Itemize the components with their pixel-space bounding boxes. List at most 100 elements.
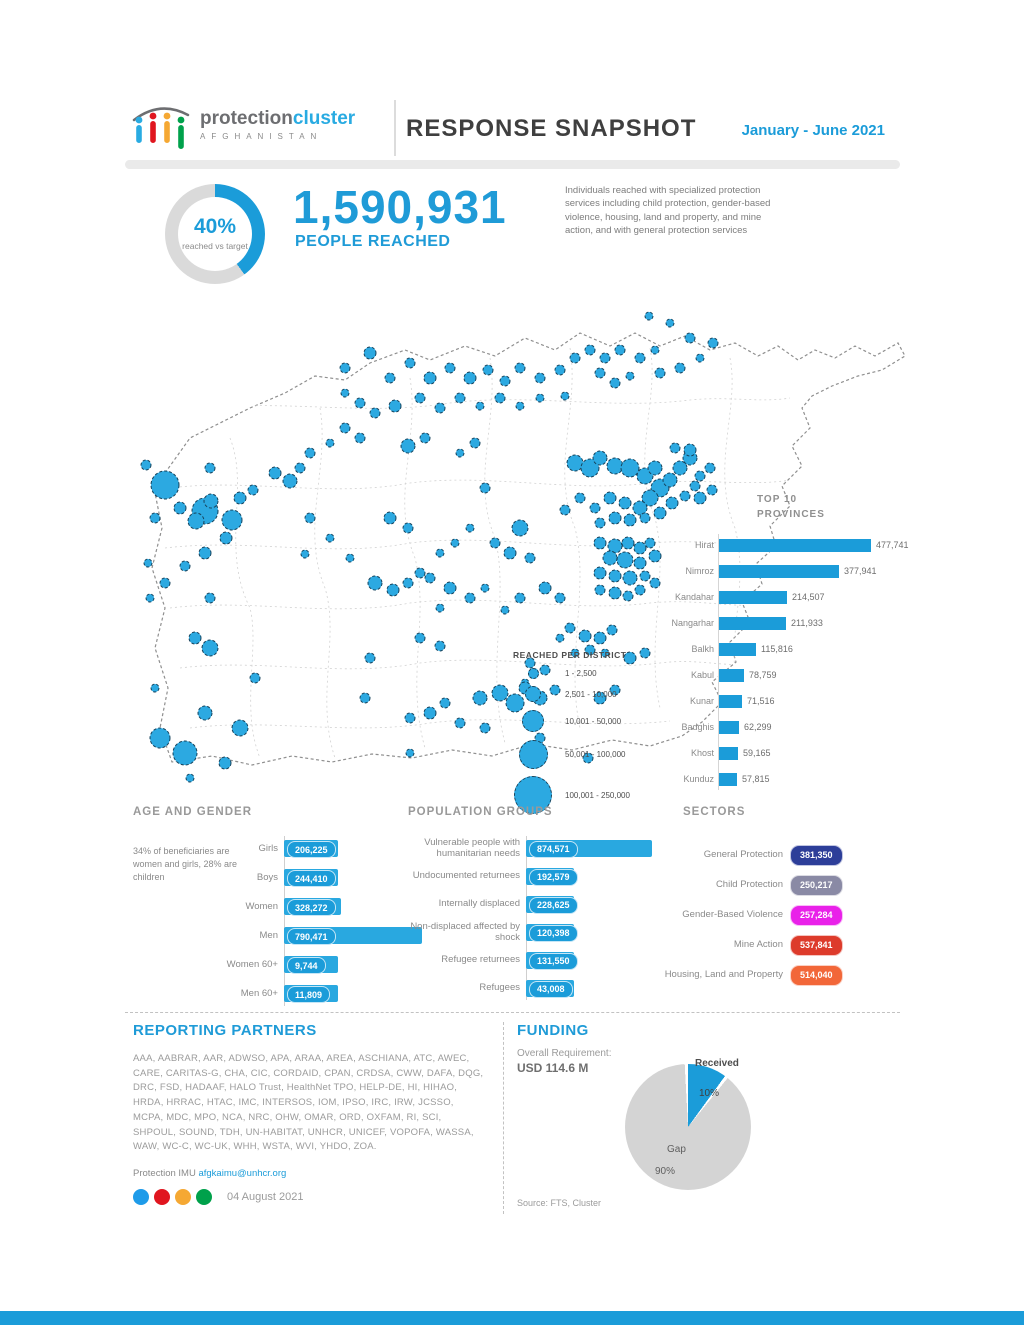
district-bubble (559, 504, 571, 516)
district-bubble (414, 567, 426, 579)
district-bubble (593, 631, 607, 645)
district-bubble (482, 364, 494, 376)
district-bubble (463, 371, 477, 385)
province-row: Nimroz 377,941 (660, 558, 910, 584)
district-bubble (203, 493, 219, 509)
sector-row: Housing, Land and Property 514,040 (655, 960, 905, 990)
district-bubble (233, 491, 247, 505)
district-bubble (535, 393, 545, 403)
district-bubble (339, 422, 351, 434)
district-bubble (639, 570, 651, 582)
district-bubble (622, 590, 634, 602)
district-bubble (439, 697, 451, 709)
district-bubble (479, 722, 491, 734)
imu-contact: Protection IMU afgkaimu@unhcr.org (133, 1168, 287, 1180)
imu-email-link[interactable]: afgkaimu@unhcr.org (198, 1168, 287, 1180)
legend-bubble-icon (525, 686, 541, 702)
district-bubble (149, 512, 161, 524)
district-bubble (592, 450, 608, 466)
district-bubble (150, 470, 180, 500)
district-bubble (304, 512, 316, 524)
district-bubble (450, 538, 460, 548)
district-bubble (489, 537, 501, 549)
population-group-label: Vulnerable people with humanitarian need… (424, 836, 520, 859)
age-gender-value: 328,272 (287, 899, 336, 916)
logo-subtitle: AFGHANISTAN (200, 132, 323, 141)
district-bubble (472, 690, 488, 706)
district-bubble (364, 652, 376, 664)
district-bubble (402, 522, 414, 534)
age-gender-label: Men (259, 929, 278, 941)
district-bubble (159, 577, 171, 589)
legend-item-label: 50,001 - 100,000 (565, 749, 626, 759)
province-row: Kunar 71,516 (660, 688, 910, 714)
district-bubble (204, 462, 216, 474)
province-bar (719, 668, 744, 682)
district-bubble (570, 648, 580, 658)
district-bubble (514, 362, 526, 374)
district-bubble (584, 344, 596, 356)
district-bubble (584, 644, 596, 656)
district-bubble (603, 491, 617, 505)
province-bar (719, 642, 756, 656)
district-bubble (639, 512, 651, 524)
district-bubble (455, 448, 465, 458)
population-group-row: Refugees 43,008 (400, 974, 662, 1002)
afghanistan-map-svg (140, 311, 906, 783)
district-bubble (623, 651, 637, 665)
afghanistan-map (110, 288, 910, 800)
district-bubble (602, 550, 618, 566)
age-gender-label: Girls (258, 842, 278, 854)
district-bubble (383, 511, 397, 525)
district-bubble (500, 605, 510, 615)
district-bubble (706, 484, 718, 496)
funding-heading: FUNDING (517, 1022, 589, 1039)
age-gender-value: 790,471 (287, 928, 336, 945)
district-bubble (539, 664, 551, 676)
pie-received-label: Received (695, 1058, 739, 1069)
district-bubble (634, 352, 646, 364)
district-bubble (359, 692, 371, 704)
district-bubble (300, 549, 310, 559)
sector-label: Child Protection (715, 879, 783, 891)
district-bubble (414, 632, 426, 644)
province-value: 78,759 (749, 670, 777, 680)
district-bubble (599, 352, 611, 364)
district-bubble (620, 458, 640, 478)
province-bar (719, 538, 871, 552)
district-bubble (608, 586, 622, 600)
green-dot-icon (196, 1189, 212, 1206)
district-bubble (503, 546, 517, 560)
age-gender-label: Men 60+ (240, 987, 278, 999)
district-bubble (684, 332, 696, 344)
age-gender-label: Boys (256, 871, 278, 883)
top10-axis (718, 534, 719, 790)
legend-bubble-icon (522, 710, 544, 732)
district-bubble (609, 684, 621, 696)
legend-item: 2,501 - 10,000 (513, 682, 683, 706)
sectors-chart: General Protection 381,350 Child Protectio… (655, 840, 905, 990)
pie-gap-pct: 90% (655, 1166, 676, 1177)
population-groups-chart: Vulnerable people with humanitarian need… (400, 834, 662, 1002)
district-bubble (625, 371, 635, 381)
population-group-value: 228,625 (529, 896, 578, 914)
district-bubble (479, 482, 491, 494)
province-row: Kabul 78,759 (660, 662, 910, 688)
population-group-value: 192,579 (529, 868, 578, 886)
header-rule (125, 160, 900, 169)
district-bubble (465, 523, 475, 533)
district-bubble (647, 460, 663, 476)
sector-value: 537,841 (790, 934, 843, 956)
district-bubble (434, 402, 446, 414)
district-bubble (679, 490, 691, 502)
district-bubble (325, 533, 335, 543)
district-bubble (694, 470, 706, 482)
province-row: Hirat 477,741 (660, 532, 910, 558)
age-gender-axis (284, 836, 285, 1006)
province-value: 115,816 (761, 644, 793, 654)
logo-title: protectioncluster (200, 108, 356, 129)
district-bubble (435, 603, 445, 613)
district-bubble (435, 548, 445, 558)
district-boundaries (164, 347, 801, 759)
